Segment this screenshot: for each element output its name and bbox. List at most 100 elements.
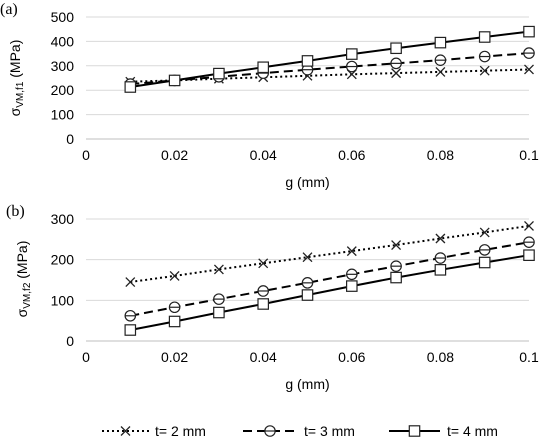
data-point <box>390 260 402 272</box>
series-line <box>130 224 530 283</box>
data-point <box>213 67 225 80</box>
y-tick-label: 300 <box>51 211 75 227</box>
y-axis-label-subscript: VM,f1 <box>15 81 26 108</box>
data-point <box>213 306 225 319</box>
data-point <box>257 298 269 310</box>
data-point <box>478 256 491 269</box>
marker-stroke <box>346 246 357 257</box>
data-point <box>124 309 137 322</box>
data-point <box>346 246 357 257</box>
data-point <box>301 289 314 301</box>
data-point <box>390 42 402 55</box>
data-point <box>434 264 447 276</box>
series-3mm <box>124 47 535 90</box>
marker-stroke <box>524 64 534 75</box>
legend-marker <box>408 425 421 437</box>
data-point <box>345 60 358 73</box>
data-point <box>524 220 534 231</box>
marker-square <box>434 264 447 276</box>
marker-stroke <box>302 252 313 263</box>
data-point <box>124 81 137 93</box>
series-line <box>130 241 530 317</box>
y-tick-label: 0 <box>66 333 74 349</box>
data-point <box>434 54 447 66</box>
y-axis-label: σVM,f2 (MPa) <box>14 241 33 318</box>
marker-stroke <box>479 227 490 238</box>
y-tick-label: 200 <box>51 82 75 98</box>
data-point <box>479 65 490 76</box>
marker-square <box>301 289 314 301</box>
data-point <box>435 66 446 77</box>
data-point <box>257 285 269 297</box>
marker-square <box>168 315 181 328</box>
marker-stroke <box>120 426 131 436</box>
data-point <box>390 271 402 284</box>
marker-square <box>346 280 358 292</box>
marker-stroke <box>479 65 490 76</box>
marker-square <box>408 425 421 437</box>
x-tick-label: 0.06 <box>338 349 365 365</box>
y-axis-label-main: σ <box>7 107 23 116</box>
data-point <box>346 48 358 60</box>
marker-square <box>478 256 491 269</box>
marker-square <box>124 81 137 93</box>
marker-square <box>346 48 358 60</box>
marker-stroke <box>435 66 446 77</box>
marker-stroke <box>213 264 224 275</box>
data-point <box>301 55 314 67</box>
chart-panel-b: 0 100 200 300 0 0.02 0.04 0.06 0.08 0.1 g (mm) σVM,… <box>6 203 539 392</box>
chart-panel-a: 0 100 200 300 400 500 0 0.02 0.04 0.06 0.08 0.1 g (m… <box>0 1 539 190</box>
data-point <box>168 74 181 87</box>
data-point <box>523 236 535 248</box>
x-tick-label: 0.06 <box>338 147 365 163</box>
marker-stroke <box>391 68 402 79</box>
y-axis-label: σVM,f1 (MPa) <box>7 40 26 117</box>
series-line <box>130 254 530 331</box>
legend-item-4mm: t= 4 mm <box>389 423 498 439</box>
series-line <box>130 52 530 86</box>
y-tick-label: 0 <box>66 131 74 147</box>
legend-item-3mm: t= 3 mm <box>243 423 355 439</box>
y-axis-label-unit: (MPa) <box>14 241 30 283</box>
y-axis-label-subscript: VM,f2 <box>22 282 33 309</box>
data-point <box>523 249 535 261</box>
marker-square <box>213 306 225 319</box>
marker-square <box>257 61 269 74</box>
marker-square <box>168 74 181 87</box>
data-point <box>301 277 314 289</box>
y-tick-label: 300 <box>51 58 75 74</box>
marker-square <box>257 298 269 310</box>
marker-stroke <box>258 258 269 269</box>
legend-label: t= 3 mm <box>304 423 355 439</box>
marker-square <box>301 55 314 67</box>
series-3mm <box>124 236 535 322</box>
series-4mm <box>124 249 535 336</box>
data-point <box>257 61 269 74</box>
x-axis-label: g (mm) <box>285 174 329 190</box>
data-point <box>434 36 447 49</box>
legend: t= 2 mm t= 3 mm t= 4 mm <box>102 423 498 439</box>
marker-stroke <box>435 233 446 244</box>
x-tick-label: 0.08 <box>427 349 454 365</box>
y-tick-label: 500 <box>51 9 75 25</box>
data-point <box>478 31 491 43</box>
legend-label: t= 2 mm <box>155 423 206 439</box>
y-tick-label: 400 <box>51 33 75 49</box>
y-tick-label: 200 <box>51 252 75 268</box>
y-axis-label-unit: (MPa) <box>7 40 23 82</box>
data-point <box>479 227 490 238</box>
data-point <box>478 244 491 256</box>
data-point <box>478 50 491 63</box>
marker-square <box>434 36 447 49</box>
marker-stroke <box>524 220 534 231</box>
legend-marker <box>120 426 131 436</box>
x-tick-label: 0.1 <box>519 349 539 365</box>
data-point <box>346 280 358 292</box>
series-line <box>130 68 530 83</box>
y-tick-label: 100 <box>51 107 75 123</box>
data-point <box>391 240 402 250</box>
data-point <box>390 57 402 70</box>
x-tick-label: 0.08 <box>427 147 454 163</box>
data-point <box>523 47 535 59</box>
